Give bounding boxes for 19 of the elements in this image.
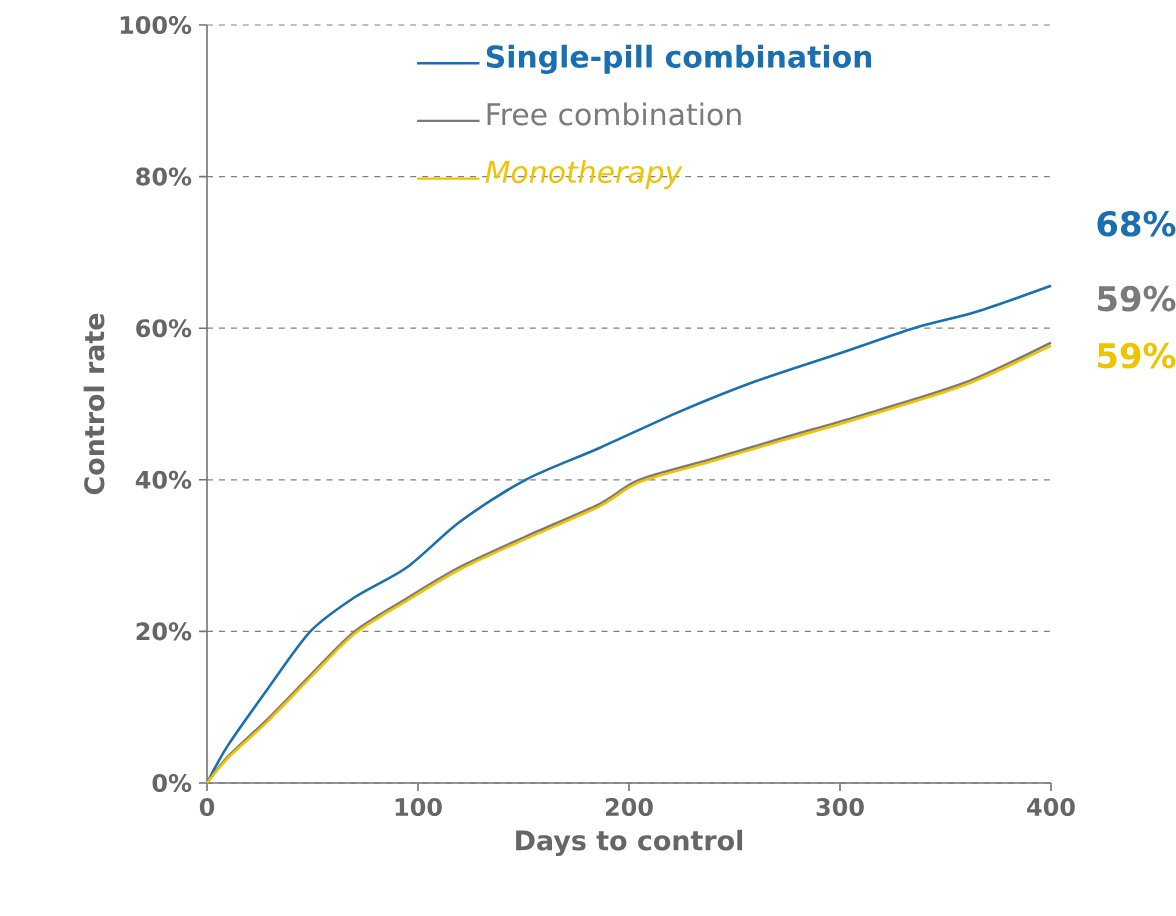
text: 59% [1098,342,1176,369]
y-tick-label: 20% [136,622,192,641]
y-tick-label: 60% [136,319,192,338]
text: 59% [1098,285,1176,312]
x-tick-label: 300 [816,798,864,817]
legend-label: Monotherapy [485,160,683,189]
legend-label: Single-pill combination [486,44,872,74]
y-tick-label: 100% [120,15,192,35]
x-tick-label: 200 [605,798,653,817]
x-tick-label: 100 [395,798,442,817]
y-tick-label: 0% [152,773,192,793]
legend-label: Free combination [487,102,741,126]
y-axis-title: Control rate [83,313,105,495]
x-axis-title: Days to control [516,829,743,857]
y-tick-label: 40% [135,470,192,489]
x-tick-label: 400 [1027,798,1075,817]
text: 68% [1097,210,1176,237]
y-tick-label: 80% [136,167,192,186]
x-tick-label: 0 [199,798,215,817]
